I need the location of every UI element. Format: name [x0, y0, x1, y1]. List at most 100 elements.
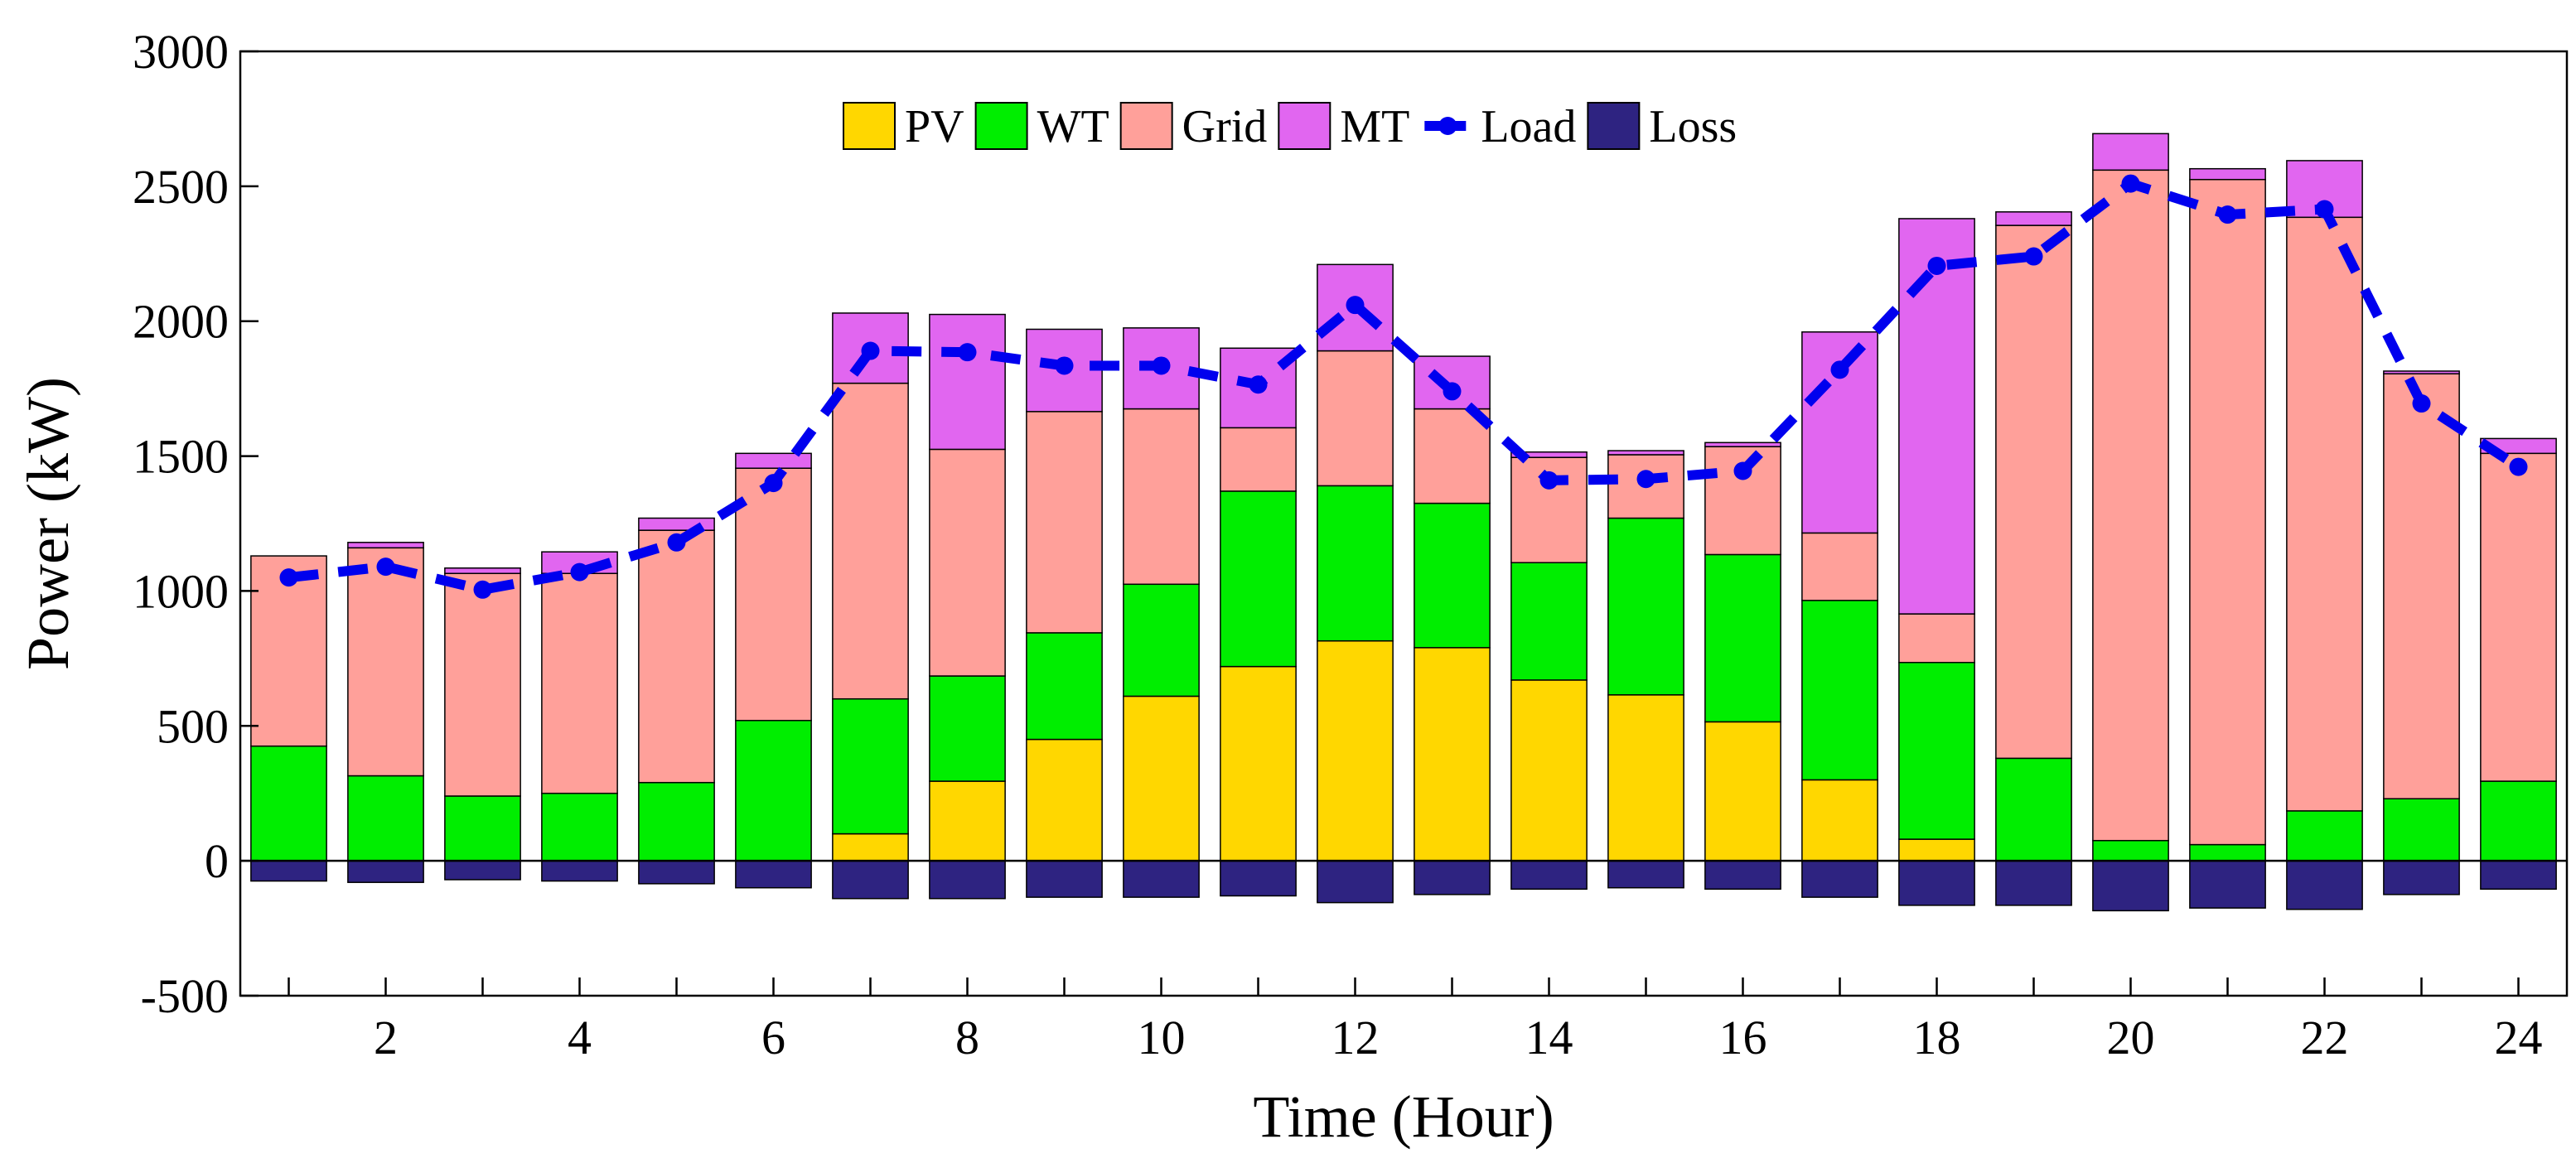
point-load-21 — [2218, 205, 2237, 224]
bar-loss-14 — [1510, 860, 1588, 890]
legend-marker-load — [1438, 117, 1457, 135]
bar-wt-18 — [1898, 661, 1975, 840]
bar-wt-10 — [1123, 583, 1200, 697]
point-load-24 — [2509, 457, 2528, 476]
bar-grid-19 — [1995, 224, 2072, 760]
point-load-13 — [1443, 382, 1462, 401]
y-tick-label: 1000 — [133, 564, 229, 618]
point-load-16 — [1733, 461, 1752, 480]
bar-wt-4 — [541, 792, 618, 862]
y-tick-label: -500 — [141, 969, 229, 1023]
bar-mt-23 — [2383, 370, 2460, 374]
y-tick-label: 500 — [157, 699, 229, 753]
bar-grid-1 — [250, 555, 327, 747]
legend-swatch-wt — [974, 102, 1028, 150]
bar-loss-1 — [250, 860, 327, 882]
bar-grid-20 — [2092, 169, 2169, 842]
bar-wt-2 — [347, 775, 424, 862]
line-load — [288, 178, 2521, 595]
bar-grid-2 — [347, 547, 424, 777]
bar-grid-4 — [541, 572, 618, 794]
bar-wt-13 — [1414, 502, 1491, 649]
x-tick-label: 14 — [1525, 1011, 1573, 1064]
bar-mt-19 — [1995, 211, 2072, 226]
point-load-15 — [1636, 470, 1655, 489]
legend-swatch-mt — [1278, 102, 1331, 150]
y-tick-label: 2000 — [133, 295, 229, 349]
point-load-20 — [2121, 174, 2140, 193]
bar-wt-5 — [638, 781, 715, 862]
bar-wt-8 — [929, 675, 1006, 782]
point-load-14 — [1539, 471, 1559, 490]
bar-grid-10 — [1123, 408, 1200, 586]
y-tick-label: 2500 — [133, 160, 229, 214]
bar-grid-17 — [1801, 532, 1878, 601]
y-tick-label: 1500 — [133, 430, 229, 484]
bar-loss-9 — [1026, 860, 1103, 898]
bar-loss-16 — [1704, 860, 1781, 890]
bar-wt-14 — [1510, 562, 1588, 681]
point-load-11 — [1249, 375, 1268, 394]
bar-loss-13 — [1414, 860, 1491, 895]
bar-loss-8 — [929, 860, 1006, 900]
bar-loss-20 — [2092, 860, 2169, 912]
bar-wt-3 — [444, 795, 521, 862]
x-tick-label: 12 — [1331, 1011, 1380, 1064]
bar-loss-11 — [1220, 860, 1297, 897]
bar-pv-9 — [1026, 738, 1103, 862]
bar-loss-18 — [1898, 860, 1975, 906]
point-load-22 — [2315, 200, 2334, 219]
bar-pv-17 — [1801, 779, 1878, 862]
bar-loss-21 — [2189, 860, 2266, 909]
point-load-1 — [279, 568, 298, 587]
bar-loss-17 — [1801, 860, 1878, 898]
x-tick-label: 10 — [1138, 1011, 1186, 1064]
bar-pv-11 — [1220, 665, 1297, 862]
bar-loss-22 — [2286, 860, 2363, 910]
point-load-6 — [764, 474, 783, 493]
bar-pv-7 — [832, 833, 909, 862]
x-tick-label: 20 — [2107, 1011, 2155, 1064]
bar-mt-8 — [929, 313, 1006, 451]
point-load-10 — [1152, 356, 1171, 375]
point-load-19 — [2024, 247, 2043, 266]
point-load-5 — [667, 533, 686, 552]
bar-mt-6 — [735, 452, 812, 469]
bar-wt-17 — [1801, 600, 1878, 781]
bar-wt-1 — [250, 745, 327, 862]
point-load-12 — [1346, 296, 1365, 315]
x-tick-label: 2 — [374, 1011, 398, 1064]
bar-pv-13 — [1414, 647, 1491, 862]
bar-grid-18 — [1898, 613, 1975, 664]
bar-loss-3 — [444, 860, 521, 881]
bar-wt-24 — [2480, 780, 2557, 862]
bar-grid-23 — [2383, 373, 2460, 799]
bar-mt-20 — [2092, 133, 2169, 171]
legend-label-grid: Grid — [1182, 101, 1268, 152]
bar-pv-12 — [1317, 640, 1394, 862]
point-load-23 — [2412, 394, 2431, 413]
x-tick-label: 18 — [1913, 1011, 1961, 1064]
bar-grid-21 — [2189, 178, 2266, 846]
bar-mt-21 — [2189, 167, 2266, 181]
bar-wt-19 — [1995, 757, 2072, 862]
load-line-layer — [279, 174, 2528, 599]
bar-wt-11 — [1220, 490, 1297, 668]
bar-loss-24 — [2480, 860, 2557, 890]
y-tick-label: 0 — [205, 834, 229, 888]
bar-grid-6 — [735, 467, 812, 722]
bar-grid-5 — [638, 529, 715, 784]
bar-grid-8 — [929, 448, 1006, 677]
bar-pv-16 — [1704, 721, 1781, 862]
bar-wt-7 — [832, 697, 909, 835]
point-load-2 — [376, 557, 395, 577]
bar-grid-11 — [1220, 427, 1297, 492]
y-axis-title: Power (kW) — [15, 377, 81, 670]
bar-grid-9 — [1026, 411, 1103, 634]
point-load-4 — [570, 562, 589, 582]
legend-swatch-loss — [1587, 102, 1641, 150]
bar-loss-5 — [638, 860, 715, 885]
plot-frame — [239, 50, 2569, 997]
x-axis-title: Time (Hour) — [1253, 1084, 1554, 1150]
